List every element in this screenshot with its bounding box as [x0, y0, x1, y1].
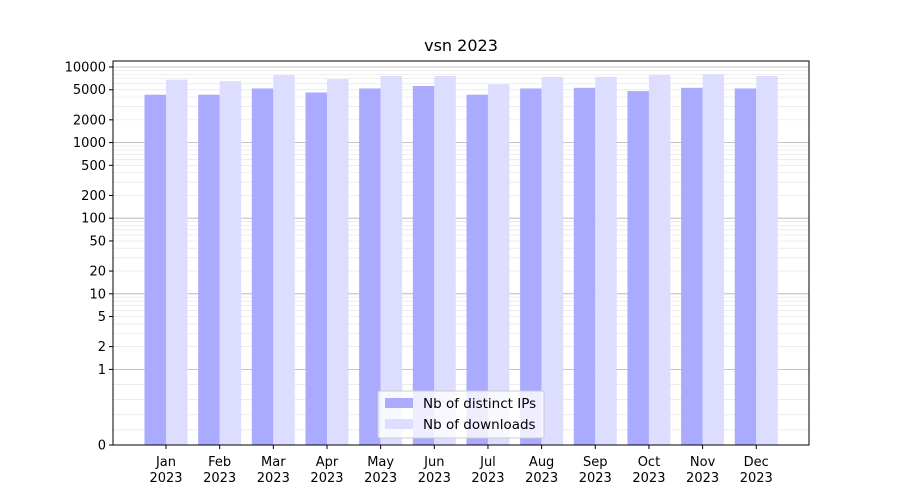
bar-distinct-ips: [412, 86, 435, 446]
bar-downloads: [326, 79, 349, 445]
bar-distinct-ips: [734, 88, 757, 445]
x-tick-label-year: 2023: [203, 471, 236, 486]
bar-downloads: [219, 81, 242, 445]
x-tick-label-year: 2023: [525, 471, 558, 486]
legend: Nb of distinct IPs Nb of downloads: [377, 390, 545, 439]
bar-distinct-ips: [573, 87, 596, 445]
x-tick-label-month: Dec: [744, 455, 769, 470]
bar-distinct-ips: [466, 94, 488, 445]
y-tick-label: 10000: [65, 60, 106, 75]
bar-downloads: [434, 75, 456, 446]
x-tick-label-year: 2023: [257, 471, 290, 486]
y-tick-label: 2000: [73, 113, 106, 128]
bar-downloads: [595, 76, 617, 446]
axes-frame: [112, 60, 810, 446]
bar-downloads: [756, 75, 778, 446]
x-tick-label-month: Jan: [155, 455, 176, 470]
chart-title: vsn 2023: [424, 36, 498, 55]
x-tick-label-month: May: [367, 455, 394, 470]
y-tick-label: 50: [89, 234, 106, 249]
y-tick-label: 5000: [73, 83, 106, 98]
x-tick-label-year: 2023: [579, 471, 612, 486]
bar-downloads: [273, 75, 295, 446]
y-tick-label: 100: [81, 212, 106, 227]
bar-downloads: [648, 75, 671, 446]
bar-distinct-ips: [144, 94, 166, 445]
x-tick-label-year: 2023: [149, 471, 182, 486]
bar-distinct-ips: [305, 92, 327, 445]
bar-distinct-ips: [627, 91, 649, 445]
bar-downloads: [541, 76, 564, 446]
bar-distinct-ips: [520, 88, 542, 445]
x-tick-label-month: Feb: [208, 455, 231, 470]
bar-distinct-ips: [198, 94, 220, 445]
legend-label-distinct-ips: Nb of distinct IPs: [423, 396, 536, 412]
x-tick-label-year: 2023: [686, 471, 719, 486]
y-tick-label: 20: [89, 265, 106, 280]
y-tick-label: 5: [98, 310, 106, 325]
bar-distinct-ips: [359, 88, 381, 445]
x-tick-label-month: Nov: [690, 455, 716, 470]
x-tick-label-year: 2023: [364, 471, 397, 486]
legend-label-downloads: Nb of downloads: [423, 417, 536, 433]
bar-downloads: [380, 75, 403, 446]
bars: [144, 74, 778, 446]
x-tick-label-month: Oct: [638, 455, 660, 470]
x-tick-label-month: Jul: [479, 455, 496, 470]
x-tick-label-month: Mar: [261, 455, 286, 470]
y-tick-label: 500: [81, 159, 106, 174]
bar-downloads: [702, 74, 725, 445]
x-tick-label-year: 2023: [632, 471, 665, 486]
y-tick-label: 1000: [73, 136, 106, 151]
bar-distinct-ips: [681, 87, 703, 445]
bar-distinct-ips: [251, 88, 274, 445]
x-tick-label-year: 2023: [418, 471, 451, 486]
x-tick-label-year: 2023: [740, 471, 773, 486]
legend-swatch-downloads: [385, 419, 413, 429]
y-tick-label: 0: [98, 439, 106, 454]
x-tick-label-month: Aug: [529, 455, 554, 470]
bar-downloads: [487, 84, 510, 445]
y-tick-label: 10: [89, 287, 106, 302]
x-tick-label-month: Jun: [423, 455, 444, 470]
y-tick-label: 200: [81, 189, 106, 204]
x-tick-label-year: 2023: [310, 471, 343, 486]
y-axis: 0 1 2 5 10 20 50 100 200 500 1000 2000 5000 10000: [65, 60, 113, 454]
x-tick-label-month: Sep: [583, 455, 608, 470]
y-tick-label: 1: [98, 363, 106, 378]
x-axis: Jan2023Feb2023Mar2023Apr2023May2023Jun20…: [149, 445, 773, 486]
bar-downloads: [166, 79, 188, 445]
legend-swatch-distinct-ips: [385, 398, 413, 408]
x-tick-label-month: Apr: [316, 455, 339, 470]
y-tick-label: 2: [98, 340, 106, 355]
legend-box: [377, 390, 545, 439]
x-tick-label-year: 2023: [471, 471, 504, 486]
